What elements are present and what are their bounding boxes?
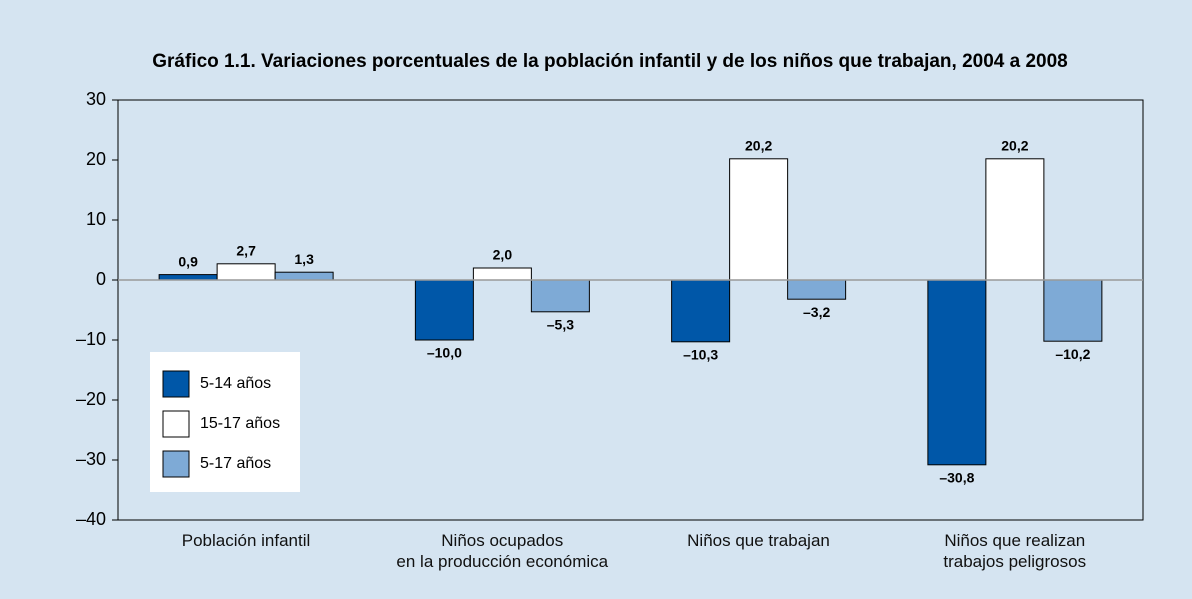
legend-swatch xyxy=(162,450,190,478)
data-label: 20,2 xyxy=(745,138,772,154)
data-label: –10,0 xyxy=(427,345,462,361)
data-label: 2,7 xyxy=(236,243,256,259)
data-label: –10,3 xyxy=(683,347,718,363)
y-tick-label: 30 xyxy=(86,89,106,109)
plot-frame xyxy=(117,99,1144,521)
chart-title: Gráfico 1.1. Variaciones porcentuales de… xyxy=(152,51,1068,72)
data-label: 0,9 xyxy=(178,253,198,269)
legend-label: 15-17 años xyxy=(200,415,280,432)
y-tick-label: –10 xyxy=(76,329,106,349)
bar xyxy=(158,274,218,281)
y-tick-label: –40 xyxy=(76,509,106,529)
x-tick-label: Niños que realizan trabajos peligrosos xyxy=(943,531,1087,571)
bar xyxy=(216,263,276,281)
y-tick-label: –20 xyxy=(76,389,106,409)
y-tick-label: 0 xyxy=(96,269,106,289)
data-label: –10,2 xyxy=(1055,346,1090,362)
data-label: –5,3 xyxy=(547,317,574,333)
y-tick-label: 10 xyxy=(86,209,106,229)
bar xyxy=(787,279,847,300)
data-label: –30,8 xyxy=(939,470,974,486)
legend-swatch xyxy=(162,370,190,398)
legend-swatch xyxy=(162,410,190,438)
data-label: 1,3 xyxy=(294,251,314,267)
bar xyxy=(927,279,987,466)
x-tick-label: Niños ocupados en la producción económic… xyxy=(396,531,609,571)
bar xyxy=(414,279,474,341)
bar xyxy=(729,158,789,281)
x-tick-label: Población infantil xyxy=(181,531,311,550)
x-tick-label: Niños que trabajan xyxy=(687,531,830,550)
data-label: 2,0 xyxy=(493,247,513,263)
legend-label: 5-14 años xyxy=(200,375,271,392)
legend-label: 5-17 años xyxy=(200,455,271,472)
bar xyxy=(671,279,731,343)
bar xyxy=(274,271,334,281)
y-tick-label: –30 xyxy=(76,449,106,469)
bar xyxy=(530,279,590,313)
bar xyxy=(472,267,532,281)
data-label: 20,2 xyxy=(1001,138,1028,154)
y-tick-label: 20 xyxy=(86,149,106,169)
bar xyxy=(1043,279,1103,342)
data-label: –3,2 xyxy=(803,304,830,320)
bar xyxy=(985,158,1045,281)
